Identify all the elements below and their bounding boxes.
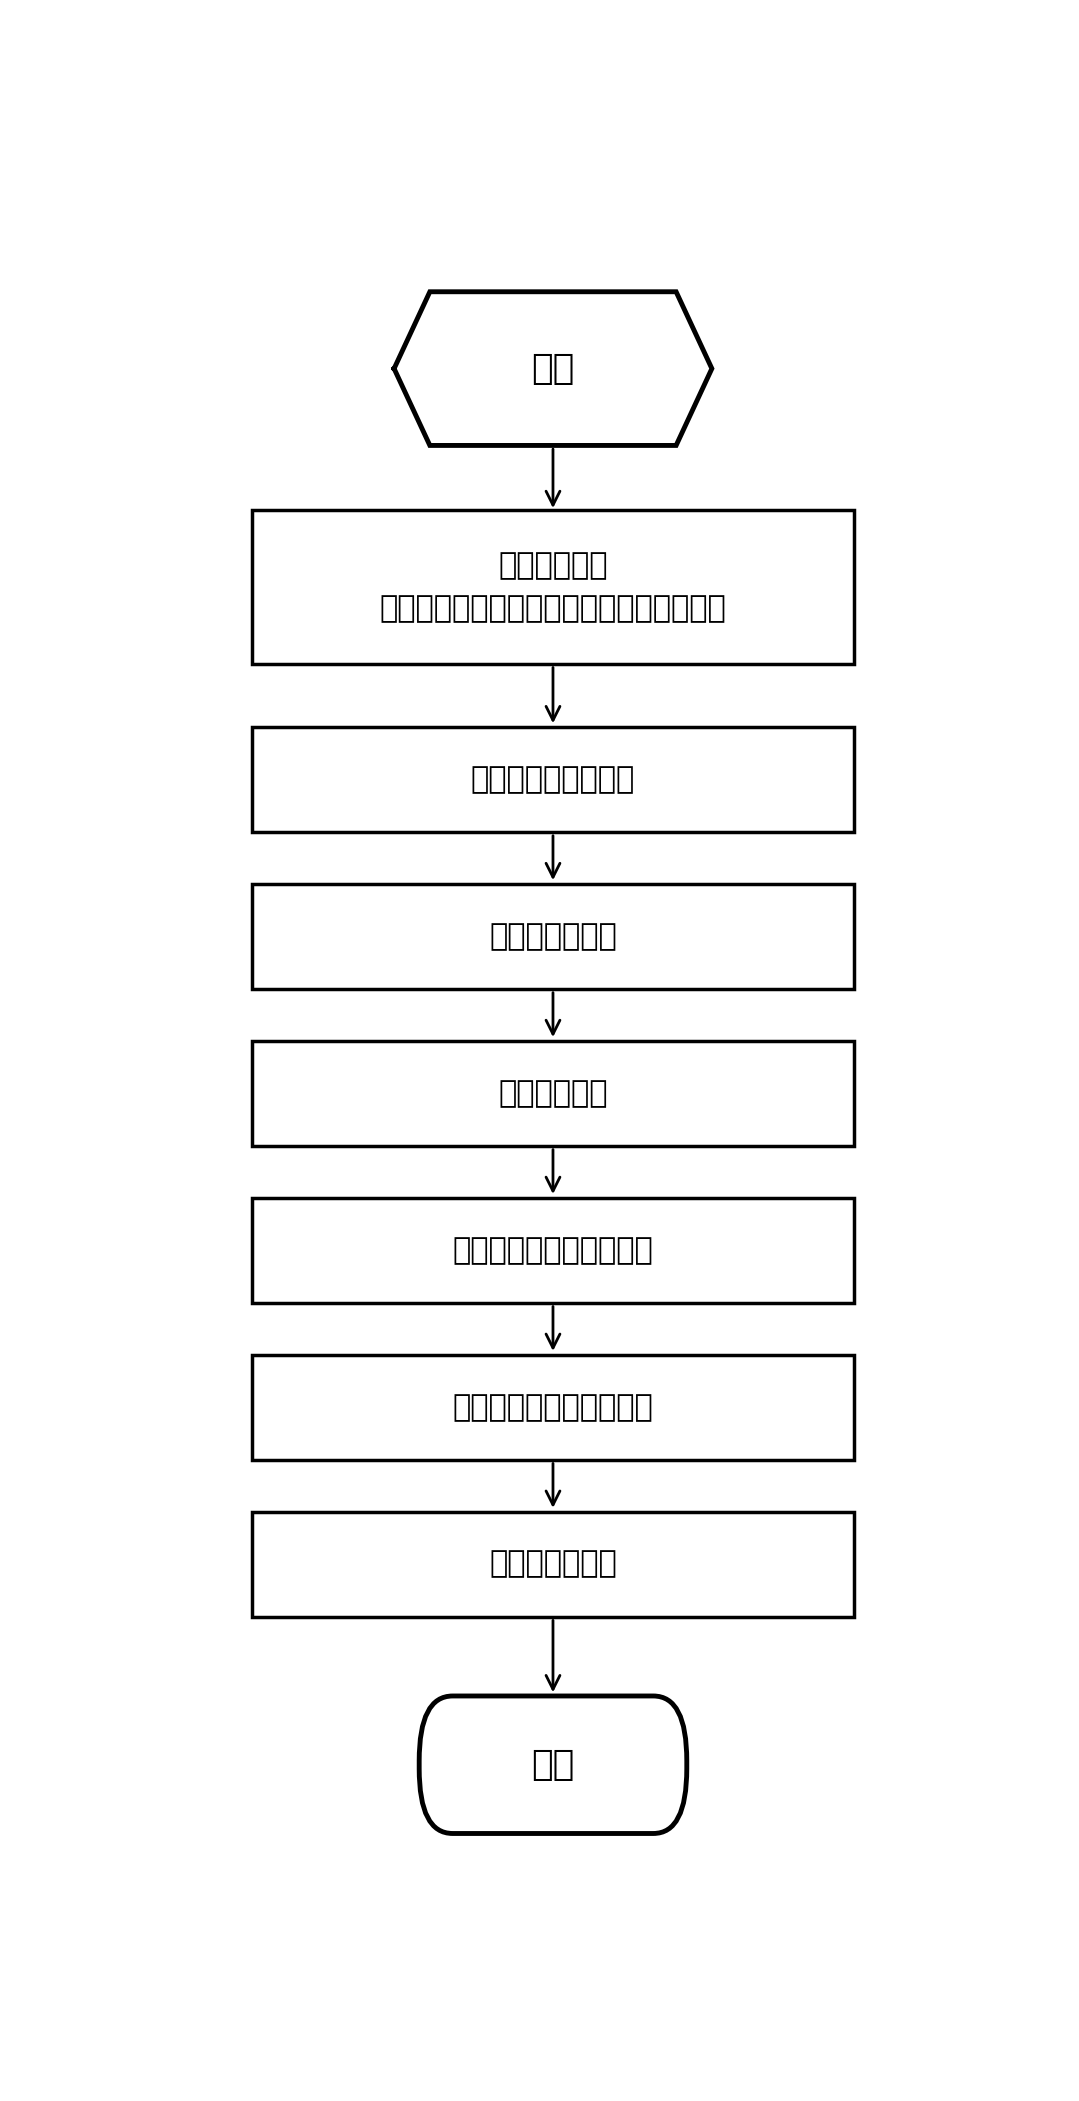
Text: 计算结果的输出: 计算结果的输出 [489,1551,617,1578]
FancyBboxPatch shape [252,1198,855,1303]
FancyBboxPatch shape [252,1040,855,1145]
Text: 开始: 开始 [531,351,575,387]
Text: 簧片载荷计算: 簧片载荷计算 [498,1078,607,1107]
FancyBboxPatch shape [252,885,855,990]
Polygon shape [394,292,712,445]
Text: 减振器扭转刚度计算: 减振器扭转刚度计算 [470,765,636,794]
FancyBboxPatch shape [419,1696,687,1834]
FancyBboxPatch shape [252,727,855,832]
Text: 计算参数定义
（结构参数、材料参数、减振器扭转角等）: 计算参数定义 （结构参数、材料参数、减振器扭转角等） [380,550,726,622]
FancyBboxPatch shape [252,1511,855,1616]
FancyBboxPatch shape [252,1355,855,1460]
Text: 结束: 结束 [531,1748,575,1782]
Text: 簧片应力分布和挠度计算: 簧片应力分布和挠度计算 [452,1393,654,1422]
Text: 减振器扭矩计算: 减振器扭矩计算 [489,922,617,952]
FancyBboxPatch shape [252,511,855,664]
Text: 每对簧片间的接触力计算: 每对簧片间的接触力计算 [452,1235,654,1265]
